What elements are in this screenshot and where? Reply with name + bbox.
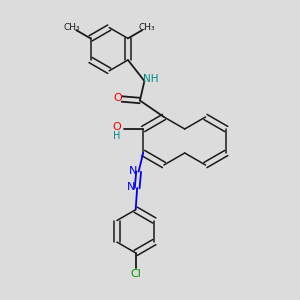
Text: CH₃: CH₃ — [139, 23, 155, 32]
Text: H: H — [113, 130, 121, 141]
Text: O: O — [113, 122, 122, 133]
Text: NH: NH — [143, 74, 158, 85]
Text: Cl: Cl — [130, 269, 141, 279]
Text: N: N — [127, 182, 135, 193]
Text: O: O — [113, 92, 122, 103]
Text: CH₃: CH₃ — [63, 23, 80, 32]
Text: N: N — [128, 166, 137, 176]
